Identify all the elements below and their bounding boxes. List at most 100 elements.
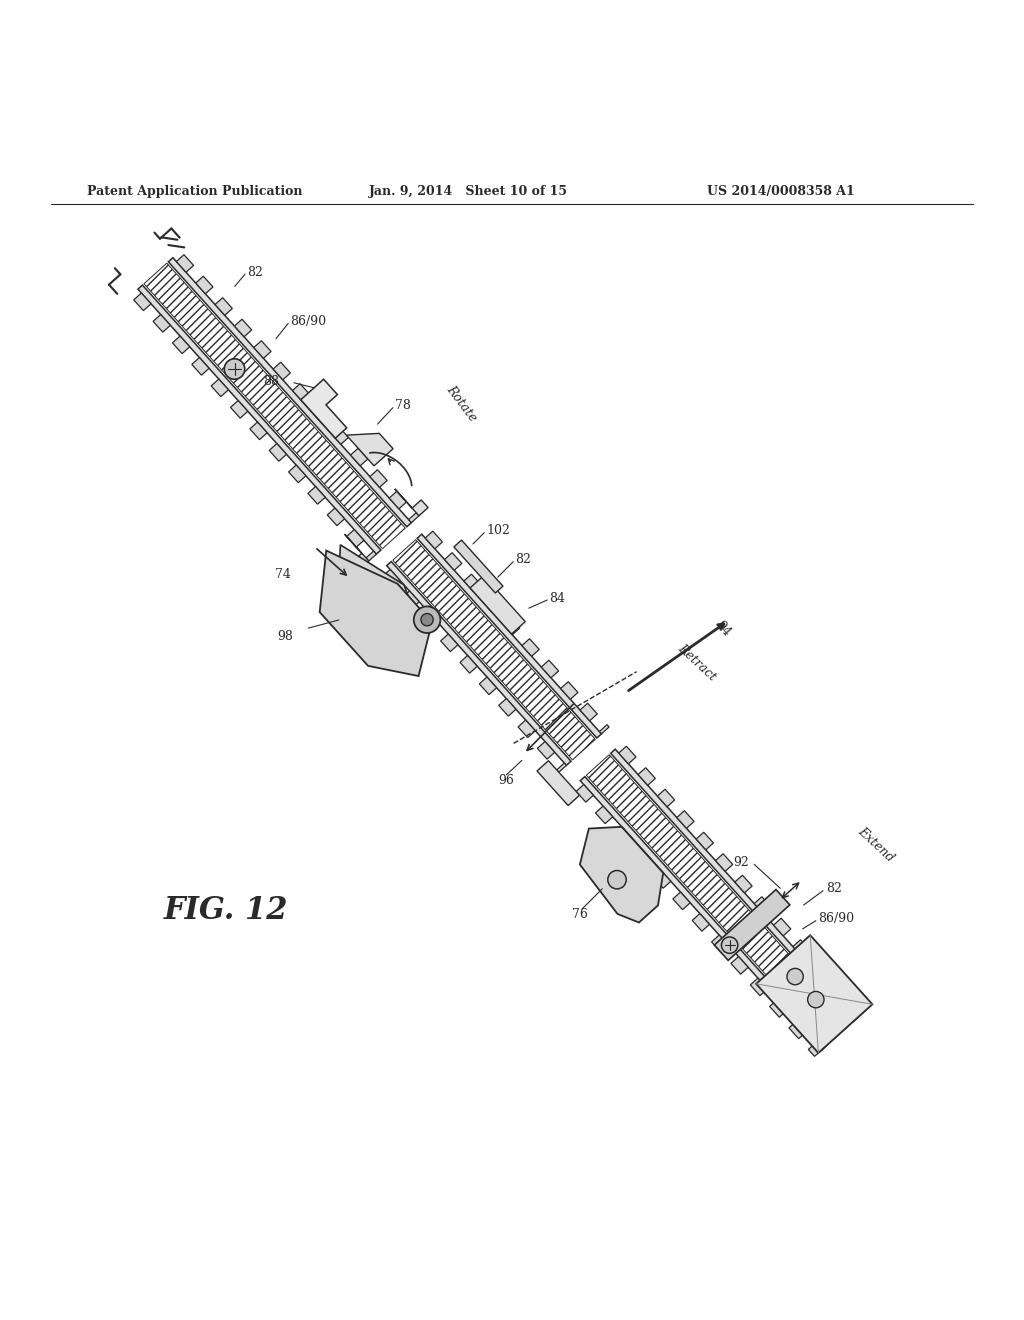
Polygon shape xyxy=(755,896,771,915)
Polygon shape xyxy=(580,704,597,721)
Polygon shape xyxy=(793,940,810,957)
Polygon shape xyxy=(250,422,267,440)
Text: 84: 84 xyxy=(549,593,565,606)
Polygon shape xyxy=(389,491,407,508)
Polygon shape xyxy=(215,298,232,315)
Circle shape xyxy=(421,614,433,626)
Polygon shape xyxy=(417,535,601,738)
Polygon shape xyxy=(168,257,412,527)
Polygon shape xyxy=(421,612,438,630)
Text: 82: 82 xyxy=(826,882,842,895)
Text: US 2014/0008358 A1: US 2014/0008358 A1 xyxy=(707,185,854,198)
Polygon shape xyxy=(581,776,826,1049)
Text: Rotate: Rotate xyxy=(443,383,479,424)
Polygon shape xyxy=(483,595,501,614)
Polygon shape xyxy=(735,875,753,892)
Text: Retract: Retract xyxy=(675,642,719,682)
Text: 82: 82 xyxy=(515,553,531,566)
Circle shape xyxy=(786,969,803,985)
Polygon shape xyxy=(144,263,406,549)
Polygon shape xyxy=(293,384,310,401)
Polygon shape xyxy=(401,591,419,609)
Polygon shape xyxy=(587,755,851,1044)
Polygon shape xyxy=(289,465,306,483)
Polygon shape xyxy=(312,405,329,422)
Polygon shape xyxy=(344,535,369,569)
Polygon shape xyxy=(350,449,368,466)
Text: 102: 102 xyxy=(486,524,510,537)
Polygon shape xyxy=(788,1022,806,1039)
Polygon shape xyxy=(134,293,151,310)
Polygon shape xyxy=(339,545,416,616)
Polygon shape xyxy=(254,341,271,358)
Polygon shape xyxy=(751,978,768,995)
Polygon shape xyxy=(191,358,209,375)
Polygon shape xyxy=(518,719,536,738)
Polygon shape xyxy=(196,276,213,294)
Polygon shape xyxy=(176,255,194,272)
Polygon shape xyxy=(692,913,710,931)
Polygon shape xyxy=(383,569,399,587)
Polygon shape xyxy=(638,768,655,785)
Text: Extend: Extend xyxy=(856,825,897,865)
Polygon shape xyxy=(409,512,419,523)
Circle shape xyxy=(414,606,440,634)
Text: 86/90: 86/90 xyxy=(290,314,327,327)
Polygon shape xyxy=(211,379,228,396)
Polygon shape xyxy=(230,400,248,418)
Polygon shape xyxy=(328,508,344,525)
Polygon shape xyxy=(712,935,729,953)
Polygon shape xyxy=(395,488,428,516)
Polygon shape xyxy=(831,982,849,1001)
Circle shape xyxy=(808,991,824,1007)
Polygon shape xyxy=(653,871,671,888)
Text: 74: 74 xyxy=(274,568,291,581)
Text: 98: 98 xyxy=(278,630,294,643)
Polygon shape xyxy=(580,826,664,923)
Polygon shape xyxy=(153,314,170,333)
Polygon shape xyxy=(673,892,690,909)
Polygon shape xyxy=(444,553,462,570)
Polygon shape xyxy=(542,660,559,677)
Polygon shape xyxy=(370,470,387,487)
Polygon shape xyxy=(773,919,791,936)
Text: Jan. 9, 2014   Sheet 10 of 15: Jan. 9, 2014 Sheet 10 of 15 xyxy=(369,185,567,198)
Polygon shape xyxy=(599,725,609,734)
Polygon shape xyxy=(657,789,675,807)
Polygon shape xyxy=(440,634,458,652)
Polygon shape xyxy=(812,961,829,979)
Polygon shape xyxy=(366,550,377,561)
Polygon shape xyxy=(470,576,525,634)
Polygon shape xyxy=(716,854,733,871)
Polygon shape xyxy=(851,1005,865,1018)
Polygon shape xyxy=(234,319,252,337)
Polygon shape xyxy=(756,935,872,1053)
Polygon shape xyxy=(677,810,694,829)
Text: 78: 78 xyxy=(395,399,411,412)
Polygon shape xyxy=(464,574,481,591)
Polygon shape xyxy=(731,957,749,974)
Text: 92: 92 xyxy=(733,855,750,869)
Polygon shape xyxy=(319,550,432,676)
Polygon shape xyxy=(301,379,347,438)
Polygon shape xyxy=(808,1043,822,1056)
Polygon shape xyxy=(538,742,555,759)
Polygon shape xyxy=(522,639,540,656)
Polygon shape xyxy=(503,618,520,635)
Polygon shape xyxy=(346,433,393,466)
Polygon shape xyxy=(138,285,381,554)
Polygon shape xyxy=(561,681,578,700)
Text: 88: 88 xyxy=(263,375,280,388)
Polygon shape xyxy=(172,337,189,354)
Circle shape xyxy=(722,937,738,953)
Text: Patent Application Publication: Patent Application Publication xyxy=(87,185,302,198)
Polygon shape xyxy=(618,746,636,764)
Circle shape xyxy=(224,359,245,379)
Polygon shape xyxy=(696,832,714,850)
Polygon shape xyxy=(460,656,477,673)
Polygon shape xyxy=(346,529,364,548)
Polygon shape xyxy=(614,828,632,845)
Polygon shape xyxy=(595,807,612,824)
Polygon shape xyxy=(393,540,595,760)
Polygon shape xyxy=(308,487,326,504)
